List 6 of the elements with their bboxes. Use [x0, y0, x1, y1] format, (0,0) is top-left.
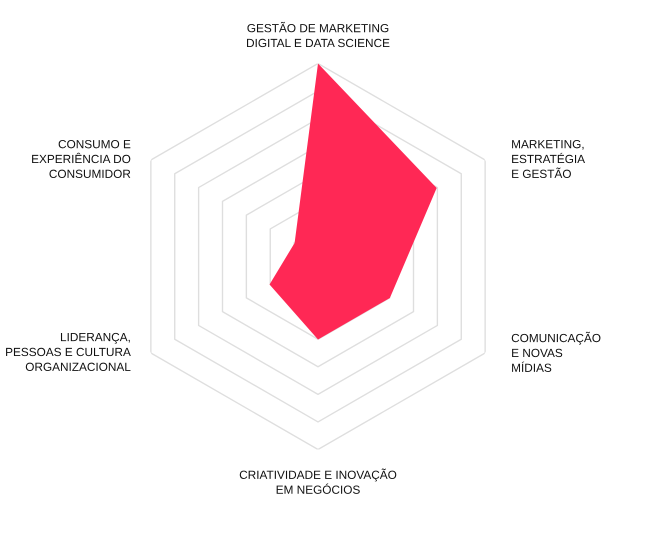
spoke-label: LIDERANÇA, PESSOAS E CULTURA ORGANIZACIONAL [6, 332, 131, 372]
spoke-label: MARKETING, ESTRATÉGIA E GESTÃO [512, 140, 586, 178]
spoke-label: COMUNICAÇÃO E NOVAS MÍDIAS [512, 332, 600, 372]
spoke-label: CONSUMO E EXPERIÊNCIA DO CONSUMIDOR [32, 140, 130, 178]
spoke-label: GESTÃO DE MARKETING DIGITAL E DATA SCIENCE [247, 22, 390, 48]
spoke-label: CRIATIVIDADE E INOVAÇÃO EM NEGÓCIOS [240, 468, 396, 494]
